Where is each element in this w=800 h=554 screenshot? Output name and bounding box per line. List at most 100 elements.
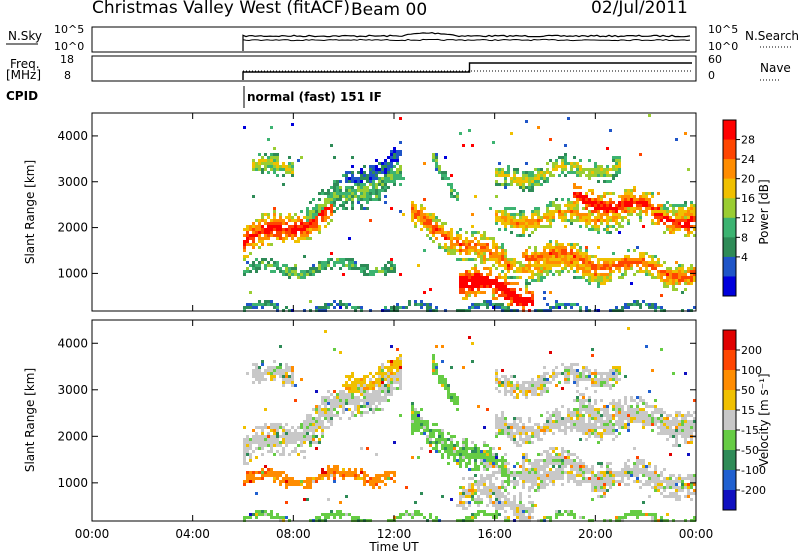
heatmap-cell [270, 300, 273, 303]
heatmap-cell [684, 234, 687, 237]
heatmap-cell [462, 438, 465, 441]
heatmap-cell [657, 213, 660, 216]
heatmap-cell [441, 432, 444, 435]
heatmap-cell [330, 252, 333, 255]
heatmap-cell [612, 429, 615, 432]
heatmap-cell [543, 366, 546, 369]
heatmap-cell [441, 447, 444, 450]
heatmap-cell [342, 273, 345, 276]
heatmap-cell [498, 465, 501, 468]
heatmap-cell [324, 213, 327, 216]
heatmap-cell [576, 264, 579, 267]
heatmap-cell [483, 453, 486, 456]
heatmap-cell [606, 408, 609, 411]
heatmap-cell [636, 471, 639, 474]
heatmap-cell [663, 270, 666, 273]
heatmap-cell [273, 168, 276, 171]
heatmap-cell [606, 417, 609, 420]
heatmap-cell [465, 243, 468, 246]
heatmap-cell [270, 474, 273, 477]
heatmap-cell [630, 420, 633, 423]
heatmap-cell [567, 474, 570, 477]
heatmap-cell [546, 420, 549, 423]
heatmap-cell [258, 303, 261, 306]
heatmap-cell [600, 372, 603, 375]
heatmap-cell [597, 168, 600, 171]
heatmap-cell [243, 462, 246, 465]
heatmap-cell [585, 249, 588, 252]
heatmap-cell [609, 426, 612, 429]
heatmap-cell [534, 480, 537, 483]
heatmap-cell [540, 267, 543, 270]
heatmap-cell [465, 252, 468, 255]
heatmap-cell [636, 264, 639, 267]
heatmap-cell [441, 228, 444, 231]
heatmap-cell [552, 216, 555, 219]
heatmap-cell [381, 369, 384, 372]
heatmap-cell [666, 213, 669, 216]
heatmap-cell [444, 450, 447, 453]
heatmap-cell [414, 426, 417, 429]
heatmap-cell [321, 420, 324, 423]
freq-panel [91, 55, 697, 82]
heatmap-cell [648, 477, 651, 480]
heatmap-cell [609, 270, 612, 273]
heatmap-cell [282, 162, 285, 165]
heatmap-cell [591, 486, 594, 489]
heatmap-cell [531, 465, 534, 468]
heatmap-cell [399, 375, 402, 378]
heatmap-cell [642, 474, 645, 477]
heatmap-cell [591, 219, 594, 222]
heatmap-cell [594, 270, 597, 273]
heatmap-cell [594, 423, 597, 426]
heatmap-cell [516, 483, 519, 486]
colorbar-swatch [723, 198, 736, 219]
heatmap-cell [285, 381, 288, 384]
heatmap-cell [618, 378, 621, 381]
heatmap-cell [609, 261, 612, 264]
heatmap-cell [618, 399, 621, 402]
heatmap-cell [657, 261, 660, 264]
heatmap-cell [384, 390, 387, 393]
heatmap-cell [261, 258, 264, 261]
heatmap-cell [465, 465, 468, 468]
heatmap-cell [387, 399, 390, 402]
heatmap-cell [267, 171, 270, 174]
heatmap-cell [558, 273, 561, 276]
heatmap-cell [474, 252, 477, 255]
heatmap-cell [321, 426, 324, 429]
heatmap-cell [423, 426, 426, 429]
heatmap-cell [549, 420, 552, 423]
heatmap-cell [312, 198, 315, 201]
heatmap-cell [633, 249, 636, 252]
heatmap-cell [684, 132, 687, 135]
heatmap-cell [357, 198, 360, 201]
heatmap-cell [621, 273, 624, 276]
heatmap-cell [549, 216, 552, 219]
heatmap-cell [645, 273, 648, 276]
heatmap-cell [369, 378, 372, 381]
heatmap-cell [561, 417, 564, 420]
heatmap-cell [507, 207, 510, 210]
heatmap-cell [603, 219, 606, 222]
heatmap-cell [354, 267, 357, 270]
heatmap-cell [336, 258, 339, 261]
heatmap-cell [639, 153, 642, 156]
heatmap-cell [252, 165, 255, 168]
heatmap-cell [264, 168, 267, 171]
heatmap-cell [495, 510, 498, 513]
heatmap-cell [435, 231, 438, 234]
heatmap-cell [276, 426, 279, 429]
heatmap-cell [276, 231, 279, 234]
heatmap-cell [342, 513, 345, 516]
heatmap-cell [474, 456, 477, 459]
heatmap-cell [246, 450, 249, 453]
heatmap-cell [504, 207, 507, 210]
heatmap-cell [570, 201, 573, 204]
heatmap-cell [396, 375, 399, 378]
heatmap-cell [504, 285, 507, 288]
heatmap-cell [501, 369, 504, 372]
heatmap-cell [531, 429, 534, 432]
heatmap-cell [324, 414, 327, 417]
heatmap-cell [354, 384, 357, 387]
